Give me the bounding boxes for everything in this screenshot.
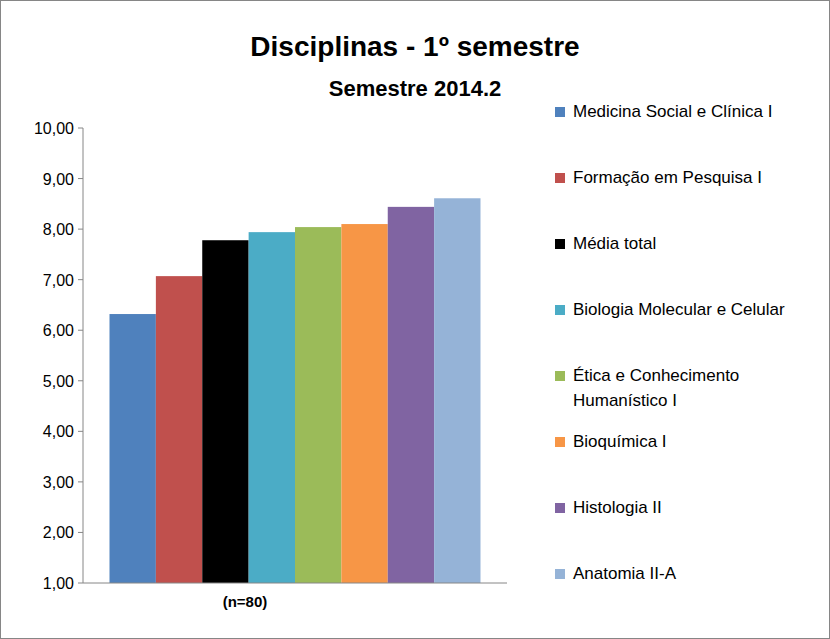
- legend-swatch: [555, 437, 565, 447]
- legend-swatch: [555, 173, 565, 183]
- y-tick: [78, 279, 83, 280]
- y-tick: [78, 330, 83, 331]
- y-tick-label: 4,00: [43, 423, 74, 440]
- legend-line: Ética e Conhecimento: [573, 366, 739, 385]
- legend-swatch: [555, 569, 565, 579]
- legend-label: Bioquímica I: [573, 432, 667, 451]
- bars: [110, 198, 481, 583]
- bar: [434, 198, 480, 583]
- legend-label: Histologia II: [573, 498, 662, 517]
- y-tick: [78, 229, 83, 230]
- legend-label: Biologia Molecular e Celular: [573, 300, 785, 319]
- y-tick: [78, 178, 83, 179]
- title: Disciplinas - 1º semestre: [250, 31, 579, 62]
- legend-label: Ética e Conhecimento Humanístico I: [573, 366, 739, 410]
- bar: [341, 224, 387, 583]
- bar: [110, 314, 156, 583]
- y-tick-label: 5,00: [43, 373, 74, 390]
- legend-label: Medicina Social e Clínica I: [573, 102, 772, 121]
- y-tick: [78, 128, 83, 129]
- frame: [1, 1, 830, 639]
- chart: Disciplinas - 1º semestre Semestre 2014.2…: [0, 0, 830, 639]
- y-tick-label: 2,00: [43, 524, 74, 541]
- y-tick-label: 9,00: [43, 171, 74, 188]
- subtitle: Semestre 2014.2: [329, 76, 501, 101]
- legend-label: Média total: [573, 234, 656, 253]
- bar: [202, 240, 248, 583]
- y-axis: [83, 128, 84, 583]
- bar: [156, 276, 202, 583]
- legend-label: Anatomia II-A: [573, 564, 677, 583]
- bar: [388, 207, 434, 583]
- legend-swatch: [555, 239, 565, 249]
- legend-line: Humanístico I: [573, 391, 677, 410]
- legend-label: Formação em Pesquisa I: [573, 168, 762, 187]
- y-tick-label: 10,00: [34, 120, 74, 137]
- y-tick-label: 3,00: [43, 474, 74, 491]
- bar: [249, 232, 295, 583]
- y-tick-label: 8,00: [43, 221, 74, 238]
- y-tick: [78, 380, 83, 381]
- legend-swatch: [555, 107, 565, 117]
- x-axis: [83, 583, 507, 584]
- y-tick-label: 6,00: [43, 322, 74, 339]
- y-tick-label: 7,00: [43, 272, 74, 289]
- bar: [295, 227, 341, 583]
- legend-swatch: [555, 503, 565, 513]
- y-tick: [78, 532, 83, 533]
- y-tick-label: 1,00: [43, 575, 74, 592]
- y-tick: [78, 431, 83, 432]
- legend-swatch: [555, 305, 565, 315]
- x-tick-label: (n=80): [223, 593, 268, 610]
- y-tick: [78, 481, 83, 482]
- legend-swatch: [555, 371, 565, 381]
- y-tick: [78, 583, 83, 584]
